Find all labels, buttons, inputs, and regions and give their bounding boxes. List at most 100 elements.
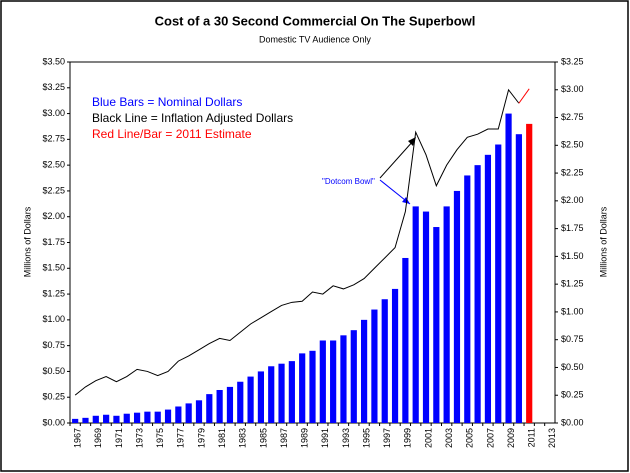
bar [319,340,326,423]
x-tick-label: 1973 [134,428,144,448]
bar [330,340,337,423]
y-axis-label: Millions of Dollars [22,206,32,277]
y-tick-label: $3.00 [42,108,65,118]
bar [278,363,285,423]
x-tick-label: 1989 [300,428,310,448]
bar [82,417,89,423]
y-tick-label: $3.25 [42,82,65,92]
y-tick-label: $2.75 [42,134,65,144]
bar [402,257,409,423]
x-tick-label: 1975 [155,428,165,448]
y2-tick-label: $1.50 [561,251,584,261]
bar [133,412,141,423]
x-tick-label: 1971 [114,428,124,448]
bar [361,319,368,423]
y-tick-label: $2.50 [42,160,65,170]
y2-tick-label: $0.00 [561,417,584,427]
bar [92,415,99,423]
bar [206,394,213,423]
y-tick-label: $0.25 [42,392,65,402]
y-tick-label: $0.75 [42,340,65,350]
y-tick-label: $1.75 [42,237,65,247]
y2-axis-label: Millions of Dollars [598,206,608,277]
y-tick-label: $0.50 [42,366,65,376]
bar [216,389,223,423]
bar [474,165,481,423]
bar [484,154,492,424]
bar [391,288,399,423]
bar [72,418,79,423]
bar [113,415,120,423]
bar [164,409,172,423]
bar [185,403,192,423]
y2-tick-label: $3.25 [561,56,584,66]
bar [299,353,306,423]
bar [495,144,502,423]
x-tick-label: 1979 [196,428,206,448]
bar [381,299,388,423]
bar [526,123,533,423]
x-tick-label: 1981 [217,428,227,448]
x-tick-label: 2001 [423,428,433,448]
line [518,88,530,104]
bar [505,113,512,424]
x-tick-label: 2007 [485,428,495,448]
arrowhead [402,197,410,204]
y2-tick-label: $2.75 [561,112,584,122]
bar [443,206,450,423]
y-tick-label: $2.25 [42,185,65,195]
x-tick-label: 1977 [176,428,186,448]
bar [103,414,110,423]
y-tick-label: $3.50 [42,56,65,66]
bar [268,366,275,423]
y2-tick-label: $1.75 [561,223,584,233]
y2-tick-label: $1.25 [561,279,584,289]
x-tick-label: 2005 [465,428,475,448]
chart-title: Cost of a 30 Second Commercial On The Su… [155,13,476,28]
chart-subtitle: Domestic TV Audience Only [259,34,371,44]
y2-tick-label: $3.00 [561,84,584,94]
y-tick-label: $0.00 [42,417,65,427]
x-tick-label: 1995 [361,428,371,448]
y2-tick-label: $0.50 [561,362,584,372]
y2-tick-label: $0.75 [561,334,584,344]
y2-tick-label: $2.50 [561,140,584,150]
bar [237,381,244,423]
bar [453,190,461,423]
bar [340,335,347,423]
y2-tick-label: $1.00 [561,306,584,316]
x-tick-label: 1999 [403,428,413,448]
bar [371,309,378,423]
y-tick-label: $1.50 [42,263,65,273]
line [74,88,520,396]
x-tick-label: 1993 [341,428,351,448]
y-tick-label: $2.00 [42,211,65,221]
bar [123,413,130,423]
x-tick-label: 1987 [279,428,289,448]
x-tick-label: 1985 [258,428,268,448]
x-tick-label: 1997 [382,428,392,448]
bar [422,211,430,423]
bar [175,406,182,423]
bar [226,386,234,423]
bar [350,330,357,423]
y-tick-label: $1.25 [42,288,65,298]
x-tick-label: 1991 [320,428,330,448]
y2-tick-label: $0.25 [561,390,584,400]
y-tick-label: $1.00 [42,314,65,324]
x-tick-label: 2011 [527,428,537,447]
x-tick-label: 1983 [238,428,248,448]
bar [154,411,161,423]
arrowhead [408,137,416,146]
x-tick-label: 1967 [73,428,83,448]
bar [288,361,295,423]
bar [257,371,264,423]
bar [515,134,522,423]
bar [464,175,471,423]
annotation: Blue Bars = Nominal Dollars [92,95,242,109]
annotation: "Dotcom Bowl" [322,177,375,186]
bar [144,411,151,423]
annotation: Red Line/Bar = 2011 Estimate [92,127,252,141]
y2-tick-label: $2.25 [561,167,584,177]
